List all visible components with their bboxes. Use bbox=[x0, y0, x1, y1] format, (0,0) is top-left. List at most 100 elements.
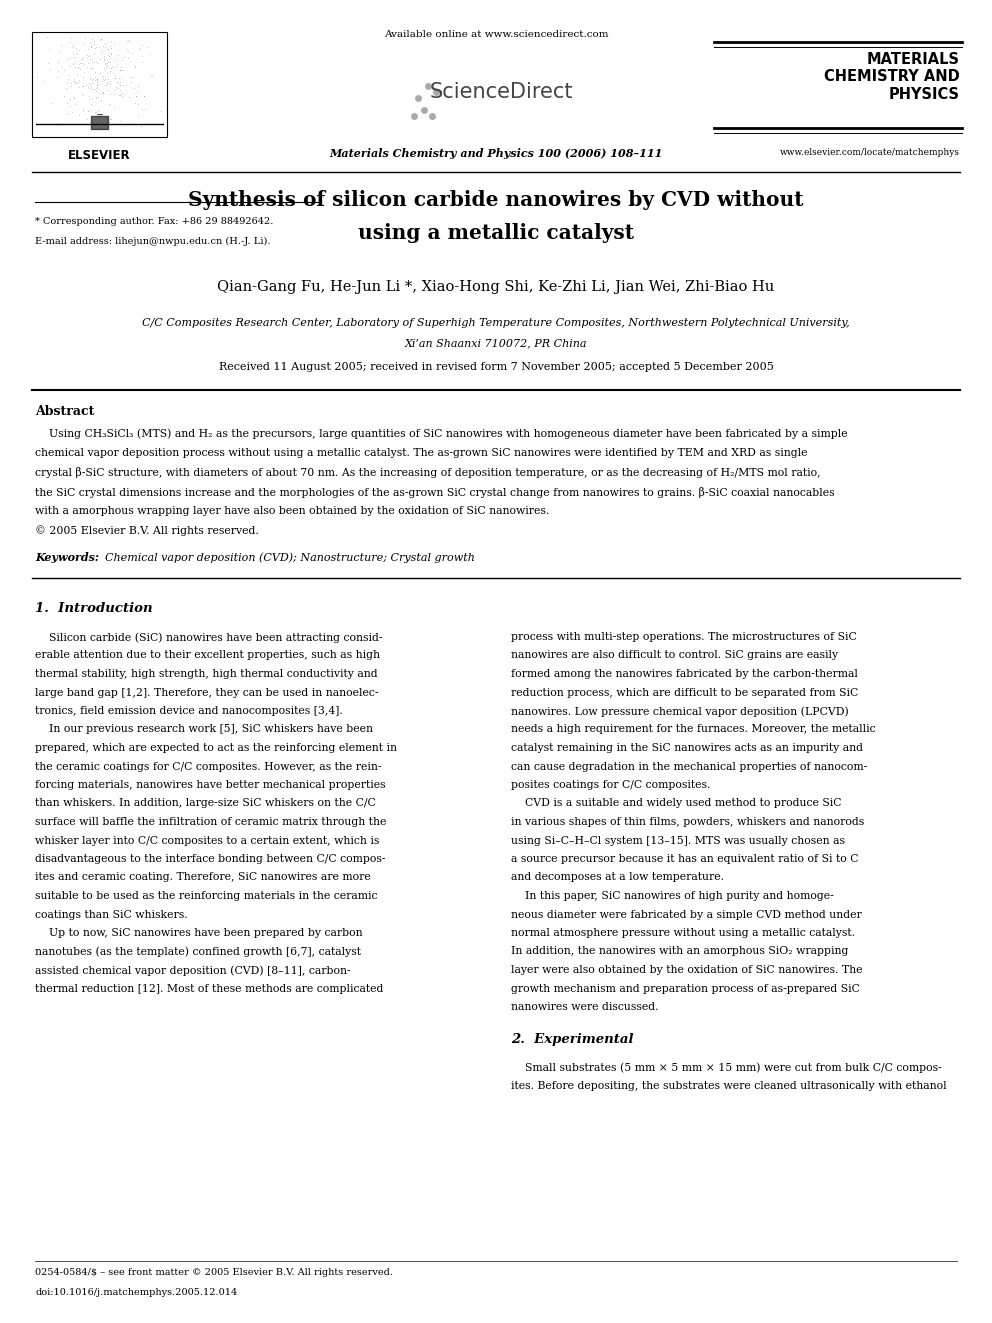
Point bbox=[85, 42, 101, 64]
Point bbox=[113, 83, 129, 105]
Text: posites coatings for C/C composites.: posites coatings for C/C composites. bbox=[511, 781, 710, 790]
Point bbox=[84, 71, 100, 93]
Point bbox=[104, 57, 120, 78]
Point bbox=[89, 69, 105, 90]
Text: crystal β-SiC structure, with diameters of about 70 nm. As the increasing of dep: crystal β-SiC structure, with diameters … bbox=[35, 467, 820, 478]
Point bbox=[106, 33, 122, 54]
Point bbox=[89, 77, 105, 98]
Point bbox=[57, 86, 72, 107]
Point bbox=[86, 52, 102, 73]
Point bbox=[128, 86, 144, 107]
Point bbox=[56, 60, 71, 81]
Point bbox=[99, 106, 115, 127]
Point bbox=[107, 67, 123, 89]
Point bbox=[92, 62, 108, 83]
Point bbox=[78, 108, 94, 130]
Point bbox=[97, 75, 113, 97]
Text: 1.  Introduction: 1. Introduction bbox=[35, 602, 153, 615]
Point bbox=[50, 61, 65, 82]
Point bbox=[93, 29, 109, 50]
Point bbox=[75, 101, 91, 122]
Text: Chemical vapor deposition (CVD); Nanostructure; Crystal growth: Chemical vapor deposition (CVD); Nanostr… bbox=[105, 552, 475, 562]
Point bbox=[69, 73, 85, 94]
Point bbox=[80, 45, 96, 66]
Point bbox=[103, 58, 119, 79]
Text: Small substrates (5 mm × 5 mm × 15 mm) were cut from bulk C/C compos-: Small substrates (5 mm × 5 mm × 15 mm) w… bbox=[511, 1062, 941, 1073]
Point bbox=[79, 38, 95, 60]
Point bbox=[113, 67, 129, 89]
Point bbox=[59, 103, 74, 124]
Point bbox=[75, 33, 91, 54]
Point bbox=[87, 87, 103, 108]
Text: the ceramic coatings for C/C composites. However, as the rein-: the ceramic coatings for C/C composites.… bbox=[35, 762, 382, 771]
Point bbox=[131, 37, 147, 58]
Point bbox=[83, 94, 99, 115]
Point bbox=[61, 64, 76, 85]
Point bbox=[49, 115, 64, 136]
Text: suitable to be used as the reinforcing materials in the ceramic: suitable to be used as the reinforcing m… bbox=[35, 890, 378, 901]
Text: chemical vapor deposition process without using a metallic catalyst. The as-grow: chemical vapor deposition process withou… bbox=[35, 447, 807, 458]
Point bbox=[64, 37, 80, 58]
Point bbox=[112, 110, 128, 131]
Point bbox=[95, 65, 111, 86]
Text: * Corresponding author. Fax: +86 29 88492642.: * Corresponding author. Fax: +86 29 8849… bbox=[35, 217, 274, 226]
Point bbox=[67, 42, 83, 64]
Point bbox=[102, 36, 118, 57]
Point bbox=[103, 44, 119, 65]
Point bbox=[99, 38, 115, 60]
Point bbox=[107, 79, 123, 101]
Point bbox=[68, 37, 84, 58]
Point bbox=[92, 118, 108, 139]
Point bbox=[90, 78, 106, 99]
Point bbox=[114, 49, 130, 70]
Text: needs a high requirement for the furnaces. Moreover, the metallic: needs a high requirement for the furnace… bbox=[511, 725, 876, 734]
Point bbox=[135, 45, 151, 66]
Point bbox=[60, 93, 75, 114]
Point bbox=[112, 71, 128, 93]
Point bbox=[96, 49, 112, 70]
Point bbox=[83, 29, 99, 50]
Point bbox=[66, 70, 82, 91]
Point bbox=[71, 69, 87, 90]
Point bbox=[104, 56, 120, 77]
Point bbox=[100, 69, 116, 90]
Point bbox=[91, 82, 107, 103]
Point bbox=[80, 77, 96, 98]
Point bbox=[110, 73, 126, 94]
Point bbox=[130, 105, 146, 126]
Text: E-mail address: lihejun@nwpu.edu.cn (H.-J. Li).: E-mail address: lihejun@nwpu.edu.cn (H.-… bbox=[35, 237, 271, 246]
Text: normal atmosphere pressure without using a metallic catalyst.: normal atmosphere pressure without using… bbox=[511, 927, 855, 938]
Point bbox=[87, 81, 103, 102]
Text: neous diameter were fabricated by a simple CVD method under: neous diameter were fabricated by a simp… bbox=[511, 909, 862, 919]
Point bbox=[124, 42, 140, 64]
Point bbox=[83, 36, 99, 57]
Point bbox=[96, 57, 112, 78]
Text: ScienceDirect: ScienceDirect bbox=[430, 82, 572, 102]
Point bbox=[101, 108, 117, 130]
Text: CVD is a suitable and widely used method to produce SiC: CVD is a suitable and widely used method… bbox=[511, 799, 841, 808]
Point bbox=[109, 71, 125, 93]
Point bbox=[94, 67, 110, 89]
Point bbox=[96, 69, 112, 90]
Text: nanowires. Low pressure chemical vapor deposition (LPCVD): nanowires. Low pressure chemical vapor d… bbox=[511, 706, 849, 717]
Point bbox=[97, 60, 113, 81]
Point bbox=[108, 50, 124, 71]
Point bbox=[63, 73, 79, 94]
Point bbox=[97, 53, 113, 74]
Text: than whiskers. In addition, large-size SiC whiskers on the C/C: than whiskers. In addition, large-size S… bbox=[35, 799, 376, 808]
Point bbox=[87, 37, 103, 58]
Point bbox=[62, 48, 78, 69]
Point bbox=[40, 26, 56, 48]
Point bbox=[144, 65, 160, 86]
Text: In this paper, SiC nanowires of high purity and homoge-: In this paper, SiC nanowires of high pur… bbox=[511, 890, 833, 901]
Text: with a amorphous wrapping layer have also been obtained by the oxidation of SiC : with a amorphous wrapping layer have als… bbox=[35, 505, 550, 516]
Point bbox=[153, 101, 169, 122]
Point bbox=[112, 74, 128, 95]
Text: formed among the nanowires fabricated by the carbon-thermal: formed among the nanowires fabricated by… bbox=[511, 669, 858, 679]
Point bbox=[61, 103, 76, 124]
Text: forcing materials, nanowires have better mechanical properties: forcing materials, nanowires have better… bbox=[35, 781, 386, 790]
Point bbox=[62, 56, 77, 77]
Point bbox=[59, 77, 74, 98]
Text: nanowires were discussed.: nanowires were discussed. bbox=[511, 1002, 659, 1012]
Point bbox=[82, 67, 98, 89]
